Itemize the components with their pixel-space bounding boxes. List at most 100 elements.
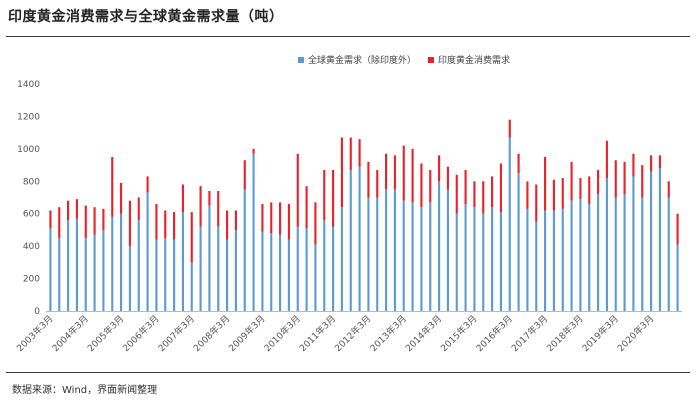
bar-india: [243, 160, 246, 190]
bar-global: [446, 189, 449, 311]
bar-india: [340, 137, 343, 208]
bar-global: [482, 213, 485, 311]
bar-india: [526, 181, 529, 209]
x-tick-label: 2010年3月: [261, 313, 302, 354]
bar-global: [323, 220, 326, 311]
x-tick-label: 2018年3月: [544, 313, 585, 354]
x-tick-label: 2016年3月: [473, 313, 514, 354]
bar-india: [597, 169, 600, 195]
legend-label-0: 全球黄金需求（除印度外）: [308, 54, 416, 66]
bar-global: [402, 200, 405, 311]
bar-india: [561, 178, 564, 209]
bar-india: [491, 176, 494, 208]
bar-global: [358, 166, 361, 311]
x-tick-label: 2003年3月: [14, 313, 55, 354]
bar-global: [526, 208, 529, 311]
bar-global: [111, 216, 114, 311]
bar-global: [217, 226, 220, 311]
bar-india: [517, 153, 520, 174]
bar-india: [102, 208, 105, 230]
y-tick-label: 1200: [17, 112, 40, 122]
bar-india: [499, 163, 502, 213]
bar-india: [455, 174, 458, 214]
bar-india: [93, 207, 96, 235]
y-tick-label: 800: [23, 177, 40, 187]
bottom-divider: [6, 372, 690, 373]
y-axis: 0 200 400 600 800 1000 1200 1400: [17, 80, 40, 317]
bar-global: [332, 226, 335, 311]
bar-global: [499, 212, 502, 311]
bar-india: [623, 161, 626, 195]
bar-global: [226, 239, 229, 311]
x-tick-label: 2008年3月: [191, 313, 232, 354]
bar-india: [429, 169, 432, 203]
bar-india: [438, 155, 441, 182]
bar-india: [650, 155, 653, 172]
y-tick-label: 600: [23, 210, 40, 220]
bar-india: [190, 212, 193, 263]
bar-india: [464, 169, 467, 204]
bar-global: [84, 238, 87, 311]
bar-india: [332, 169, 335, 227]
x-tick-label: 2015年3月: [438, 313, 479, 354]
bar-global: [641, 197, 644, 311]
bar-global: [579, 199, 582, 311]
bar-global: [314, 244, 317, 311]
x-tick-label: 2011年3月: [297, 313, 338, 354]
y-tick-label: 400: [23, 242, 40, 252]
bar-global: [597, 194, 600, 311]
source-note: 数据来源：Wind，界面新闻整理: [12, 385, 158, 396]
bar-india: [614, 160, 617, 198]
bar-global: [208, 205, 211, 311]
bar-global: [340, 207, 343, 311]
bar-india: [155, 203, 158, 240]
bar-global: [588, 203, 591, 311]
bar-india: [261, 203, 264, 232]
bar-india: [287, 203, 290, 240]
bar-india: [570, 161, 573, 201]
bar-global: [261, 231, 264, 311]
bar-india: [173, 212, 176, 240]
bar-india: [632, 153, 635, 177]
bar-global: [376, 197, 379, 311]
bar-india: [535, 184, 538, 222]
bar-india: [128, 200, 131, 247]
bar-india: [358, 139, 361, 167]
bar-india: [641, 165, 644, 198]
x-tick-label: 2004年3月: [49, 313, 90, 354]
bar-global: [155, 239, 158, 311]
x-tick-label: 2009年3月: [226, 313, 267, 354]
bars: [49, 119, 679, 311]
bar-india: [226, 210, 229, 240]
x-tick-label: 2005年3月: [85, 313, 126, 354]
bar-global: [164, 238, 167, 311]
bar-global: [561, 208, 564, 311]
y-tick-label: 1000: [17, 145, 40, 155]
y-tick-label: 200: [23, 275, 40, 285]
bar-global: [367, 197, 370, 311]
bar-india: [473, 181, 476, 208]
bar-india: [67, 200, 70, 221]
bar-global: [623, 194, 626, 311]
bar-india: [58, 207, 61, 239]
bar-global: [120, 213, 123, 311]
bar-india: [111, 156, 114, 217]
bar-india: [75, 199, 78, 219]
bar-global: [491, 207, 494, 311]
bar-global: [676, 244, 679, 311]
bar-global: [473, 207, 476, 311]
bar-india: [84, 205, 87, 239]
bar-india: [385, 153, 388, 190]
bar-global: [252, 153, 255, 311]
bar-global: [199, 226, 202, 311]
bar-india: [137, 197, 140, 221]
bar-global: [420, 207, 423, 311]
bar-india: [446, 166, 449, 190]
x-tick-label: 2017年3月: [509, 313, 550, 354]
bar-india: [367, 161, 370, 198]
bar-india: [605, 140, 608, 179]
bar-global: [270, 233, 273, 311]
x-axis: 2003年3月2004年3月2005年3月2006年3月2007年3月2008年…: [14, 311, 682, 354]
bar-india: [402, 145, 405, 201]
bar-global: [102, 229, 105, 311]
